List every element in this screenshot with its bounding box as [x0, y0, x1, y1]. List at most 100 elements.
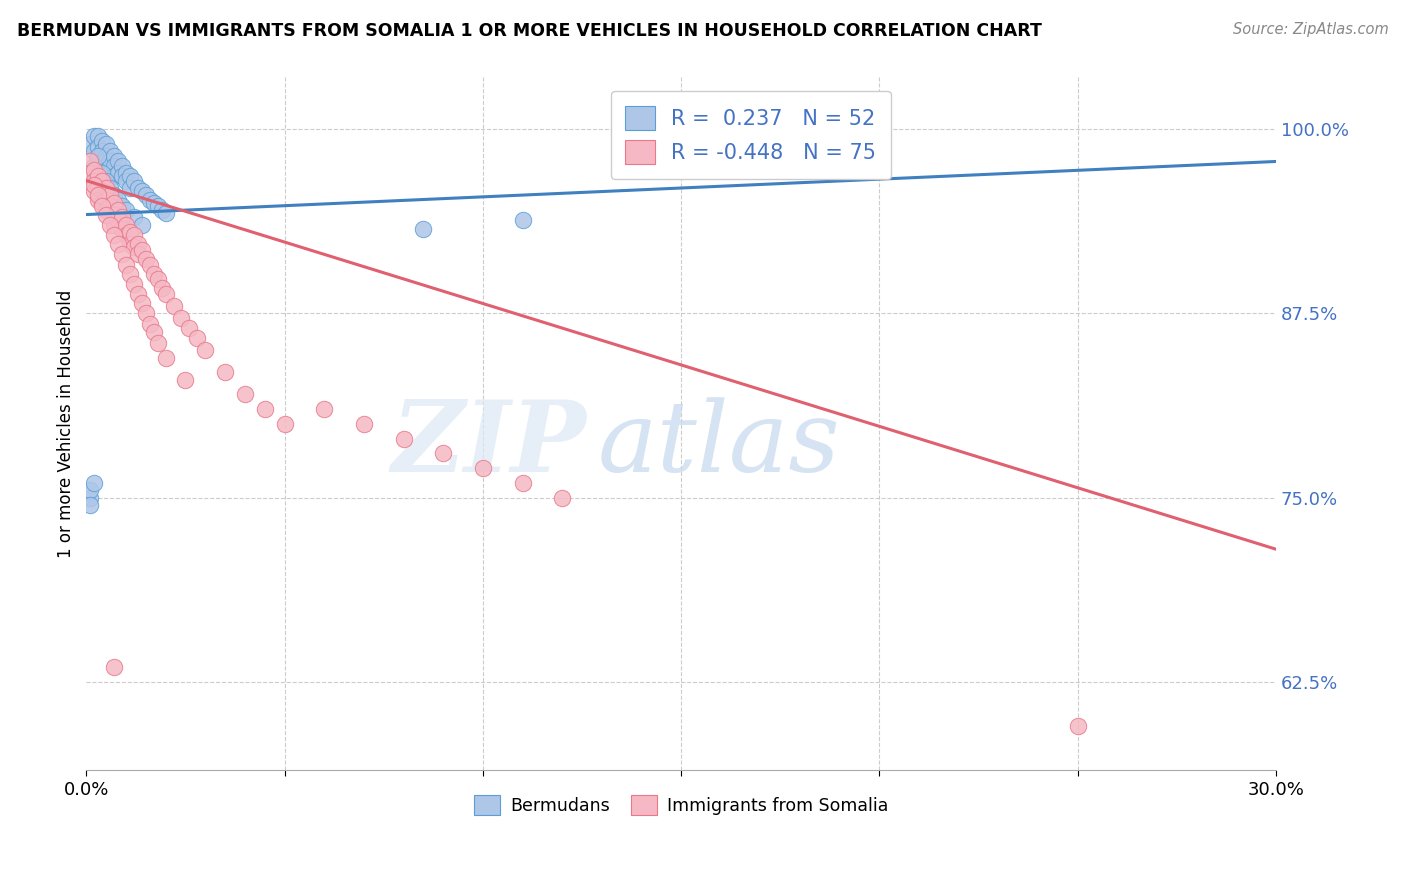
Point: [107, 154, 129, 169]
Point: [87, 193, 110, 207]
Point: [115, 218, 138, 232]
Point: [107, 213, 129, 227]
Point: [127, 237, 149, 252]
Point: [103, 188, 125, 202]
Point: [131, 184, 153, 198]
Point: [103, 148, 125, 162]
Point: [91, 199, 114, 213]
Point: [111, 222, 134, 236]
Point: [83, 163, 105, 178]
Point: [150, 281, 173, 295]
Point: [135, 188, 157, 202]
Point: [111, 211, 134, 225]
Point: [146, 199, 169, 213]
Point: [122, 174, 145, 188]
Point: [83, 144, 105, 158]
Point: [111, 199, 134, 213]
Point: [91, 174, 114, 188]
Point: [87, 188, 110, 202]
Point: [111, 169, 134, 184]
Point: [115, 174, 138, 188]
Point: [94, 181, 117, 195]
Point: [79, 483, 101, 498]
Point: [107, 193, 129, 207]
Point: [91, 134, 114, 148]
Point: [103, 660, 125, 674]
Point: [155, 351, 177, 365]
Point: [392, 432, 415, 446]
Point: [118, 169, 141, 184]
Point: [127, 181, 149, 195]
Point: [122, 277, 145, 291]
Point: [131, 296, 153, 310]
Point: [111, 247, 134, 261]
Point: [512, 213, 534, 227]
Point: [146, 335, 169, 350]
Point: [146, 272, 169, 286]
Point: [314, 402, 336, 417]
Point: [118, 237, 141, 252]
Legend: Bermudans, Immigrants from Somalia: Bermudans, Immigrants from Somalia: [465, 787, 897, 824]
Point: [186, 331, 208, 345]
Point: [94, 208, 117, 222]
Point: [94, 193, 117, 207]
Point: [87, 148, 110, 162]
Point: [103, 169, 125, 184]
Point: [551, 491, 574, 505]
Point: [118, 181, 141, 195]
Point: [91, 184, 114, 198]
Point: [122, 240, 145, 254]
Point: [91, 154, 114, 169]
Point: [83, 475, 105, 490]
Point: [512, 475, 534, 490]
Point: [115, 258, 138, 272]
Point: [135, 306, 157, 320]
Point: [432, 446, 454, 460]
Point: [87, 181, 110, 195]
Point: [107, 203, 129, 218]
Point: [103, 208, 125, 222]
Point: [83, 159, 105, 173]
Point: [94, 148, 117, 162]
Point: [115, 166, 138, 180]
Point: [98, 218, 121, 232]
Point: [155, 287, 177, 301]
Point: [103, 228, 125, 243]
Point: [94, 136, 117, 151]
Point: [98, 181, 121, 195]
Point: [131, 218, 153, 232]
Point: [83, 129, 105, 144]
Point: [87, 169, 110, 184]
Point: [79, 491, 101, 505]
Point: [98, 154, 121, 169]
Point: [98, 144, 121, 158]
Point: [353, 417, 375, 431]
Point: [142, 195, 165, 210]
Point: [162, 299, 184, 313]
Text: BERMUDAN VS IMMIGRANTS FROM SOMALIA 1 OR MORE VEHICLES IN HOUSEHOLD CORRELATION : BERMUDAN VS IMMIGRANTS FROM SOMALIA 1 OR…: [17, 22, 1042, 40]
Point: [91, 195, 114, 210]
Point: [103, 218, 125, 232]
Point: [98, 166, 121, 180]
Point: [131, 243, 153, 257]
Point: [233, 387, 256, 401]
Point: [107, 237, 129, 252]
Point: [94, 203, 117, 218]
Point: [214, 365, 236, 379]
Point: [122, 228, 145, 243]
Point: [91, 144, 114, 158]
Point: [79, 166, 101, 180]
Point: [83, 184, 105, 198]
Point: [103, 159, 125, 173]
Point: [87, 152, 110, 166]
Point: [107, 166, 129, 180]
Point: [127, 287, 149, 301]
Point: [118, 267, 141, 281]
Text: Source: ZipAtlas.com: Source: ZipAtlas.com: [1233, 22, 1389, 37]
Point: [273, 417, 295, 431]
Point: [94, 159, 117, 173]
Point: [122, 211, 145, 225]
Point: [142, 326, 165, 340]
Point: [87, 129, 110, 144]
Point: [103, 195, 125, 210]
